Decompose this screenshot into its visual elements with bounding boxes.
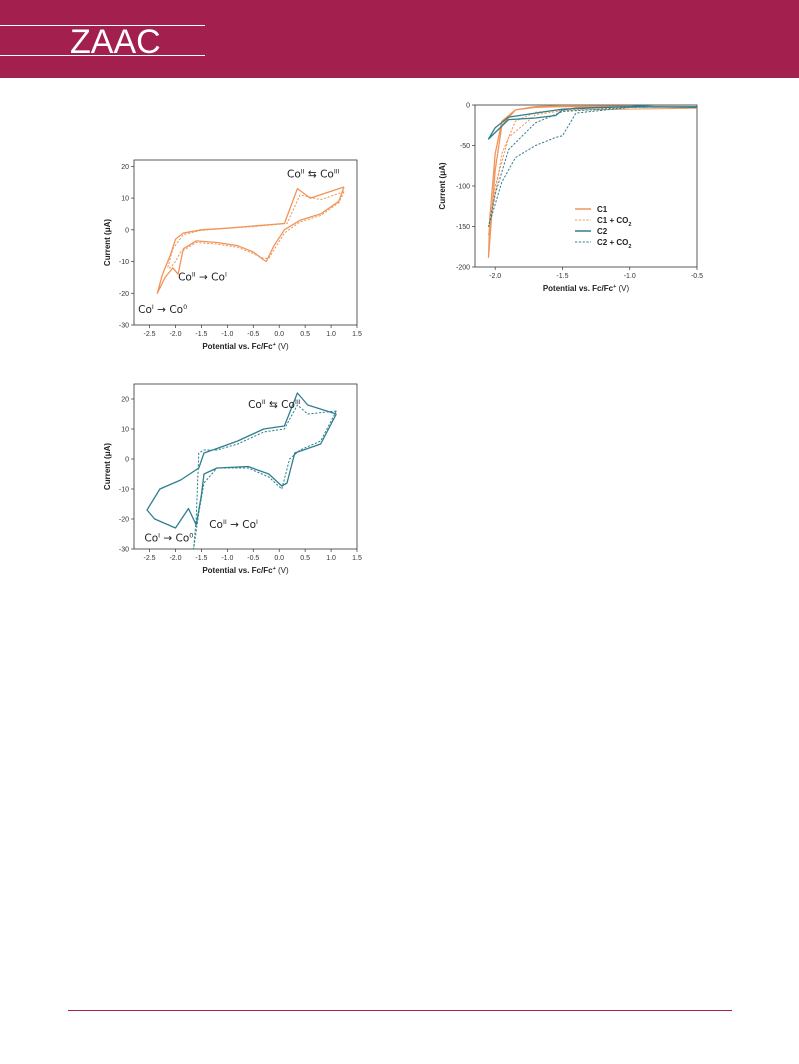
legend-label: C1 + CO2 [597, 216, 631, 228]
y-axis-title: Current (μA) [438, 162, 447, 209]
redox-annotation: CoII ⇆ CoIII [248, 398, 301, 411]
x-tick-label: -1.5 [195, 331, 207, 338]
series-line-4 [488, 106, 697, 227]
footer-rule [68, 1010, 732, 1011]
y-tick-label: 0 [125, 227, 129, 234]
x-tick-label: 1.0 [326, 331, 336, 338]
x-tick-label: 1.5 [352, 331, 362, 338]
y-tick-label: 20 [121, 164, 129, 171]
x-tick-label: -2.0 [489, 273, 501, 280]
series-line-2 [193, 404, 337, 549]
y-tick-label: -20 [119, 517, 129, 524]
series-line-2 [167, 191, 345, 269]
y-axis-title: Current (μA) [103, 219, 112, 266]
series-line-3 [487, 105, 697, 140]
plot-frame [474, 104, 698, 268]
lsv-plot-co2: -2.0 -1.5 -1.0 -0.5 0 -50 -100 -150 -200 Potentia… [438, 103, 703, 294]
x-tick-label: -1.0 [624, 273, 636, 280]
x-tick-label: 0.0 [274, 555, 284, 562]
x-tick-label: 1.5 [352, 555, 362, 562]
y-tick-label: 10 [121, 196, 129, 203]
x-tick-label: 0.0 [274, 331, 284, 338]
redox-annotation: CoII ⇆ CoIII [287, 167, 340, 180]
header-rule-top [0, 25, 205, 26]
legend-label: C2 [597, 227, 608, 236]
legend-label: C2 + CO2 [597, 238, 631, 250]
redox-annotation: CoII → CoI [178, 271, 227, 284]
x-tick-label: -0.5 [691, 273, 703, 280]
legend-label: C1 [597, 205, 608, 214]
redox-annotation: CoI → Co0 [138, 303, 187, 316]
y-tick-label: -30 [119, 323, 129, 330]
x-tick-label: 0.5 [300, 555, 310, 562]
x-tick-label: -1.5 [195, 555, 207, 562]
plot-frame [133, 159, 358, 326]
x-axis-title: Potential vs. Fc/Fc+ (V) [202, 566, 289, 575]
journal-logo: ZAAC [70, 23, 161, 61]
x-tick-label: -2.5 [144, 555, 156, 562]
x-tick-label: 0.5 [300, 331, 310, 338]
y-tick-label: -10 [119, 487, 129, 494]
header-rule-bottom [0, 55, 205, 56]
x-tick-label: -0.5 [247, 331, 259, 338]
y-tick-label: -150 [456, 224, 470, 231]
y-axis-title: Current (μA) [103, 443, 112, 490]
series-line-2 [488, 107, 697, 236]
x-tick-label: -1.0 [221, 331, 233, 338]
y-tick-label: -20 [119, 291, 129, 298]
y-tick-label: 0 [466, 103, 470, 110]
y-tick-label: -200 [456, 265, 470, 272]
x-tick-label: -2.5 [144, 331, 156, 338]
y-tick-label: 10 [121, 427, 129, 434]
cv-plot-c2: -2.5 -2.0 -1.5 -1.0 -0.5 0.0 0.5 1.0 1.5 20 10 0 -10… [103, 383, 362, 575]
redox-annotation: CoI → Co0 [144, 532, 193, 545]
series-line-1 [146, 392, 337, 529]
y-tick-label: 0 [125, 457, 129, 464]
y-tick-label: -100 [456, 184, 470, 191]
x-tick-label: -2.0 [169, 555, 181, 562]
y-tick-label: -10 [119, 259, 129, 266]
x-tick-label: 1.0 [326, 555, 336, 562]
y-tick-label: 20 [121, 397, 129, 404]
x-tick-label: -1.5 [556, 273, 568, 280]
y-tick-label: -30 [119, 547, 129, 554]
plot-frame [133, 383, 358, 550]
x-axis-title: Potential vs. Fc/Fc+ (V) [202, 342, 289, 351]
y-tick-label: -50 [460, 143, 470, 150]
series-line-1 [487, 105, 697, 258]
redox-annotation: CoII → CoI [209, 518, 258, 531]
x-tick-label: -1.0 [221, 555, 233, 562]
x-axis-title: Potential vs. Fc/Fc+ (V) [543, 284, 630, 293]
journal-header: ZAAC [0, 0, 799, 78]
x-tick-label: -0.5 [247, 555, 259, 562]
cv-plot-c1: -2.5 -2.0 -1.5 -1.0 -0.5 0.0 0.5 1.0 1.5 20 10 0 -10… [103, 159, 362, 351]
x-tick-label: -2.0 [169, 331, 181, 338]
series-line-1 [156, 186, 345, 294]
